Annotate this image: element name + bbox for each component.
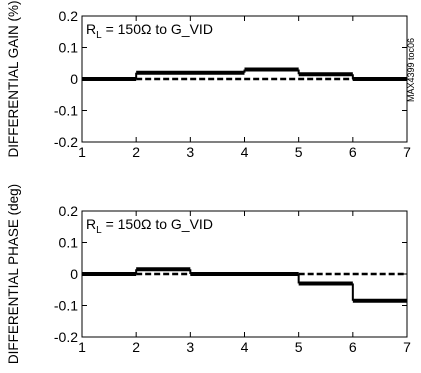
x-tick-label: 7 (403, 144, 411, 160)
chart-panel-2: 0.2 0.1 0 -0.1 -0.21 2 3 4 5 6 7 DIFFERENTIAL PHASE… (6, 184, 411, 364)
y-tick-label: -0.2 (54, 134, 78, 150)
y-tick-label: 0.2 (59, 8, 79, 24)
y-tick-label: 0.1 (59, 40, 79, 56)
x-tick-label: 5 (295, 339, 303, 355)
x-tick-label: 4 (241, 144, 249, 160)
x-tick-label: 6 (349, 144, 357, 160)
y-tick-label: 0.1 (59, 235, 79, 251)
y-axis-label: DIFFERENTIAL PHASE (deg) (6, 184, 21, 364)
x-tick-label: 2 (132, 339, 140, 355)
side-label: MAX4399 toc06 (406, 38, 416, 102)
y-tick-label: 0 (70, 266, 78, 282)
y-tick-label: -0.2 (54, 329, 78, 345)
x-tick-label: 1 (78, 144, 86, 160)
load-annotation: RL = 150Ω to G_VID (86, 216, 213, 236)
load-annotation: RL = 150Ω to G_VID (86, 21, 213, 41)
y-tick-label: -0.1 (54, 103, 78, 119)
y-tick-label: 0 (70, 71, 78, 87)
x-tick-label: 1 (78, 339, 86, 355)
x-tick-label: 3 (186, 339, 194, 355)
x-tick-label: 3 (186, 144, 194, 160)
y-axis-label: DIFFERENTIAL GAIN (%) (6, 0, 21, 157)
chart-panel-1: 0.2 0.1 0 -0.1 -0.21 2 3 4 5 6 7 DIFFERENTIAL GAIN … (6, 0, 411, 160)
y-tick-label: -0.1 (54, 298, 78, 314)
x-tick-label: 2 (132, 144, 140, 160)
x-tick-label: 6 (349, 339, 357, 355)
y-tick-label: 0.2 (59, 203, 79, 219)
x-tick-label: 7 (403, 339, 411, 355)
x-tick-label: 4 (241, 339, 249, 355)
x-tick-label: 5 (295, 144, 303, 160)
